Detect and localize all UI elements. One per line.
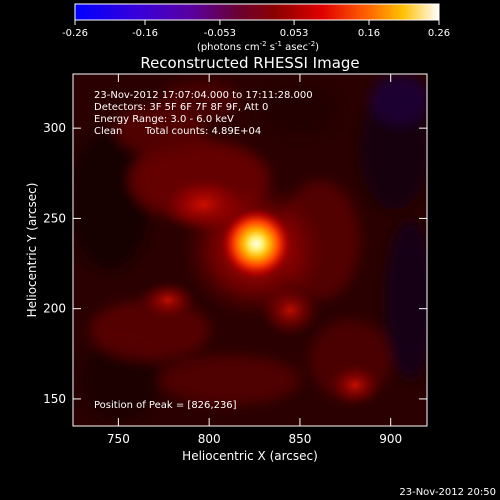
colorbar-units: (photons cm-2 s-1 asec-2) [197, 40, 319, 53]
colorbar-tick-label: -0.053 [204, 28, 236, 39]
colorbar-gradient [74, 3, 440, 21]
colorbar-tick-label: -0.26 [62, 28, 88, 39]
colorbar-tick-label: -0.16 [132, 28, 158, 39]
info-peak-position: Position of Peak = [826,236] [94, 400, 237, 411]
y-tick-label: 250 [43, 211, 66, 225]
x-tick-label: 850 [288, 432, 311, 446]
rhessi-image [73, 74, 427, 426]
y-tick-label: 150 [43, 392, 66, 406]
colorbar-ticks: -0.26 -0.16 -0.053 0.053 0.16 0.26 [62, 20, 450, 39]
info-detectors: Detectors: 3F 5F 6F 7F 8F 9F, Att 0 [94, 102, 268, 113]
y-tick-label: 300 [43, 121, 66, 135]
info-algorithm: Clean [94, 126, 122, 137]
colorbar-tick-label: 0.26 [428, 28, 450, 39]
y-axis-ticks: 150 200 250 300 [43, 121, 427, 406]
y-axis-label: Heliocentric Y (arcsec) [25, 183, 39, 318]
observation-info: 23-Nov-2012 17:07:04.000 to 17:11:28.000… [94, 90, 313, 411]
plot-frame [72, 73, 428, 427]
info-time-range: 23-Nov-2012 17:07:04.000 to 17:11:28.000 [94, 90, 313, 101]
x-axis-label: Heliocentric X (arcsec) [182, 449, 318, 463]
x-axis-ticks: 750 800 850 900 [107, 74, 402, 446]
x-tick-label: 750 [107, 432, 130, 446]
x-tick-label: 900 [379, 432, 402, 446]
y-tick-label: 200 [43, 302, 66, 316]
info-energy-range: Energy Range: 3.0 - 6.0 keV [94, 114, 234, 125]
colorbar: -0.26 -0.16 -0.053 0.053 0.16 0.26 (photons c… [62, 3, 450, 53]
info-total-counts: Total counts: 4.89E+04 [144, 126, 261, 137]
colorbar-tick-label: 0.053 [280, 28, 309, 39]
flare-peak-source [220, 207, 293, 280]
footer-timestamp: 23-Nov-2012 20:50 [399, 487, 496, 498]
x-tick-label: 800 [198, 432, 221, 446]
colorbar-tick-label: 0.16 [358, 28, 380, 39]
plot-title: Reconstructed RHESSI Image [140, 54, 359, 72]
